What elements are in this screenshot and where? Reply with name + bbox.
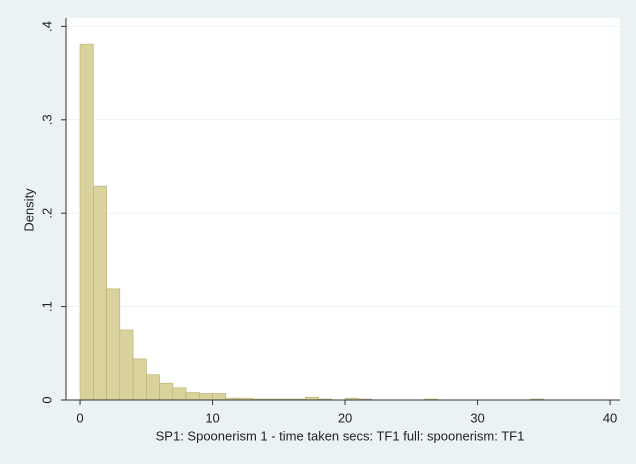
- plot-area: [66, 18, 620, 400]
- x-tick-label: 40: [603, 410, 617, 425]
- x-axis-title: SP1: Spoonerism 1 - time taken secs: TF1…: [156, 428, 525, 443]
- bar: [119, 329, 134, 401]
- y-axis-title: Density: [21, 188, 36, 232]
- bar: [185, 392, 200, 401]
- bar: [145, 374, 160, 401]
- bar: [212, 393, 227, 401]
- y-tick-label: .3: [39, 114, 54, 125]
- bar: [172, 387, 187, 401]
- bar: [92, 185, 107, 401]
- y-tick-label: .2: [39, 208, 54, 219]
- bar: [198, 393, 213, 401]
- x-tick-label: 30: [470, 410, 484, 425]
- y-tick-label: .4: [39, 21, 54, 32]
- bar: [106, 288, 121, 401]
- bar: [159, 382, 174, 401]
- x-tick-label: 10: [205, 410, 219, 425]
- x-tick-label: 0: [76, 410, 83, 425]
- y-tick-label: .1: [39, 301, 54, 312]
- bar: [79, 43, 94, 401]
- bar: [132, 358, 147, 401]
- x-tick-label: 20: [338, 410, 352, 425]
- y-tick-label: 0: [39, 396, 54, 403]
